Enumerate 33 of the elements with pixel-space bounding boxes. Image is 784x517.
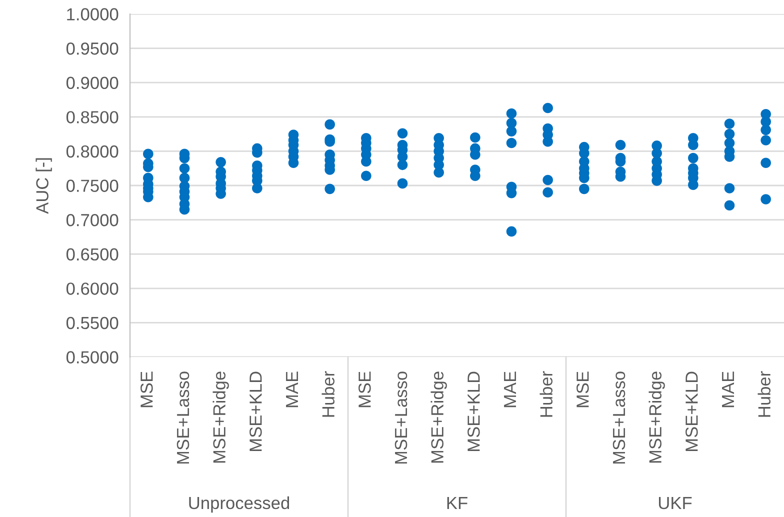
y-tick-label: 0.5000	[66, 351, 118, 364]
text: Unprocessed	[189, 496, 290, 513]
x-tick-label: MSE+KLD	[686, 372, 698, 451]
x-tick-label: MAE	[286, 372, 298, 408]
x-tick-label: MSE+KLD	[250, 372, 262, 451]
y-tick-label: 0.8000	[66, 145, 118, 158]
x-tick-label: MSE+Lasso	[612, 372, 626, 464]
text: KF	[447, 497, 468, 509]
y-tick-label: 0.8500	[66, 111, 118, 124]
x-tick-label: MSE+Lasso	[394, 372, 408, 464]
x-tick-label: MSE	[358, 372, 371, 408]
x-tick-label: Huber	[322, 371, 334, 417]
x-tick-label: MSE+Lasso	[176, 372, 190, 464]
y-tick-label: 0.6000	[66, 282, 118, 295]
y-tick-label: 1.0000	[67, 8, 118, 20]
y-tick-label: 0.7500	[66, 180, 118, 192]
x-tick-label: MSE+Ridge	[648, 372, 665, 463]
y-tick-label: 0.6500	[66, 248, 118, 261]
y-axis-title: AUC [-]	[36, 158, 52, 214]
x-tick-label: MAE	[722, 372, 734, 408]
x-tick-label: Huber	[758, 371, 770, 417]
x-tick-label: MSE	[576, 372, 589, 408]
x-tick-label: MSE+Ridge	[430, 372, 447, 463]
y-tick-label: 0.7000	[66, 214, 118, 226]
x-tick-label: Huber	[540, 371, 552, 417]
x-tick-label: MSE+Ridge	[212, 372, 229, 463]
x-tick-label: MSE+KLD	[468, 372, 480, 451]
x-tick-label: MAE	[504, 372, 516, 408]
y-tick-label: 0.9000	[66, 76, 118, 90]
text: UKF	[658, 497, 692, 510]
y-tick-label: 0.9500	[66, 42, 118, 55]
y-tick-label: 0.5500	[66, 316, 118, 330]
x-tick-label: MSE	[140, 372, 153, 408]
